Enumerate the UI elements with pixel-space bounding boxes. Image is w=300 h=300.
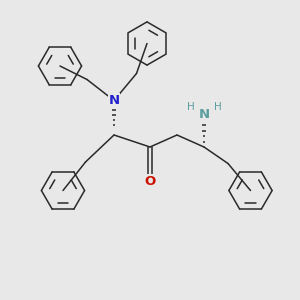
Text: N: N bbox=[108, 94, 120, 107]
Text: N: N bbox=[198, 107, 210, 121]
Text: H: H bbox=[187, 101, 194, 112]
Text: O: O bbox=[144, 175, 156, 188]
Text: H: H bbox=[214, 101, 221, 112]
